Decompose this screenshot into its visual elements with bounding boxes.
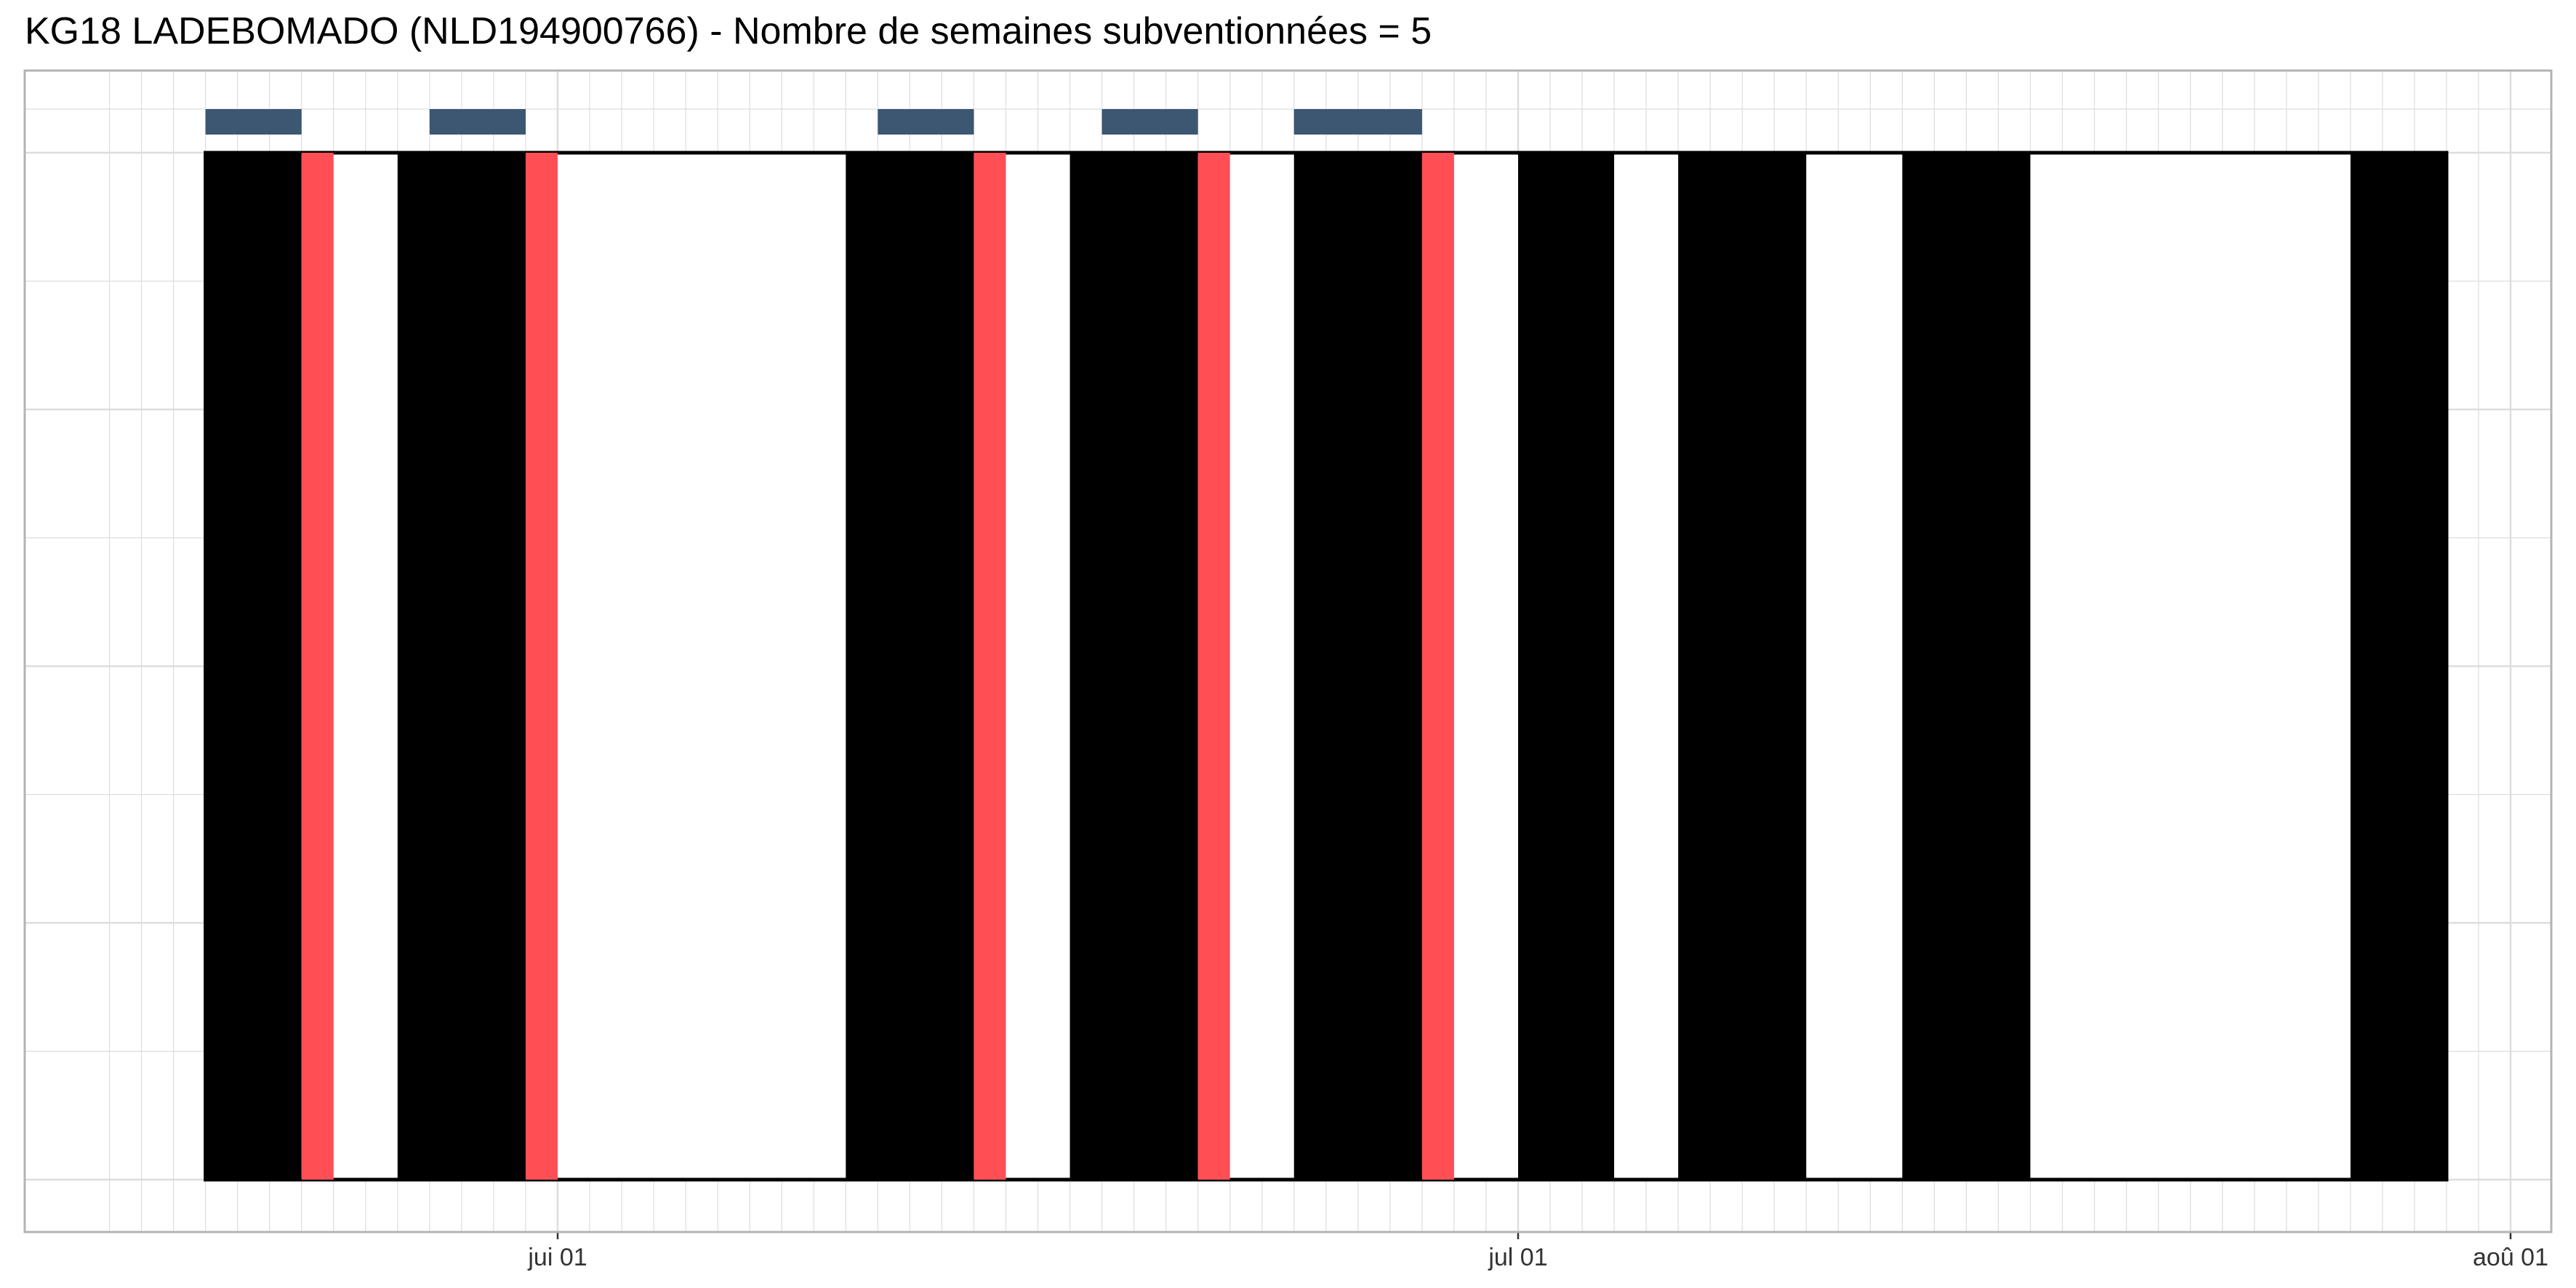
black-band — [1678, 153, 1807, 1180]
blue-marker — [878, 109, 974, 135]
blue-marker — [205, 109, 302, 135]
black-band — [846, 153, 974, 1180]
x-tick-label: jui 01 — [527, 1244, 587, 1271]
chart-title: KG18 LADEBOMADO (NLD194900766) - Nombre … — [25, 10, 1432, 52]
x-tick-label: aoû 01 — [2473, 1244, 2548, 1271]
blue-marker — [1102, 109, 1198, 135]
red-band — [974, 153, 1006, 1180]
marker-layer — [205, 109, 1422, 135]
red-band — [525, 153, 558, 1180]
blue-marker — [429, 109, 526, 135]
x-tick-label: jul 01 — [1488, 1244, 1547, 1271]
black-band — [1070, 153, 1198, 1180]
band-layer — [204, 151, 2449, 1182]
black-band — [1517, 153, 1615, 1180]
plot-panel-border — [23, 69, 2553, 1233]
red-band — [1421, 153, 1454, 1180]
x-axis-ticks: jui 01 jul 01 aoû 01 — [527, 1232, 2548, 1271]
black-band — [397, 153, 526, 1180]
blue-marker — [1293, 109, 1422, 135]
black-band — [1902, 153, 2031, 1180]
red-band — [301, 153, 334, 1180]
red-band — [1197, 153, 1230, 1180]
black-band — [205, 153, 302, 1180]
black-band — [2350, 153, 2447, 1180]
black-band — [1293, 153, 1422, 1180]
